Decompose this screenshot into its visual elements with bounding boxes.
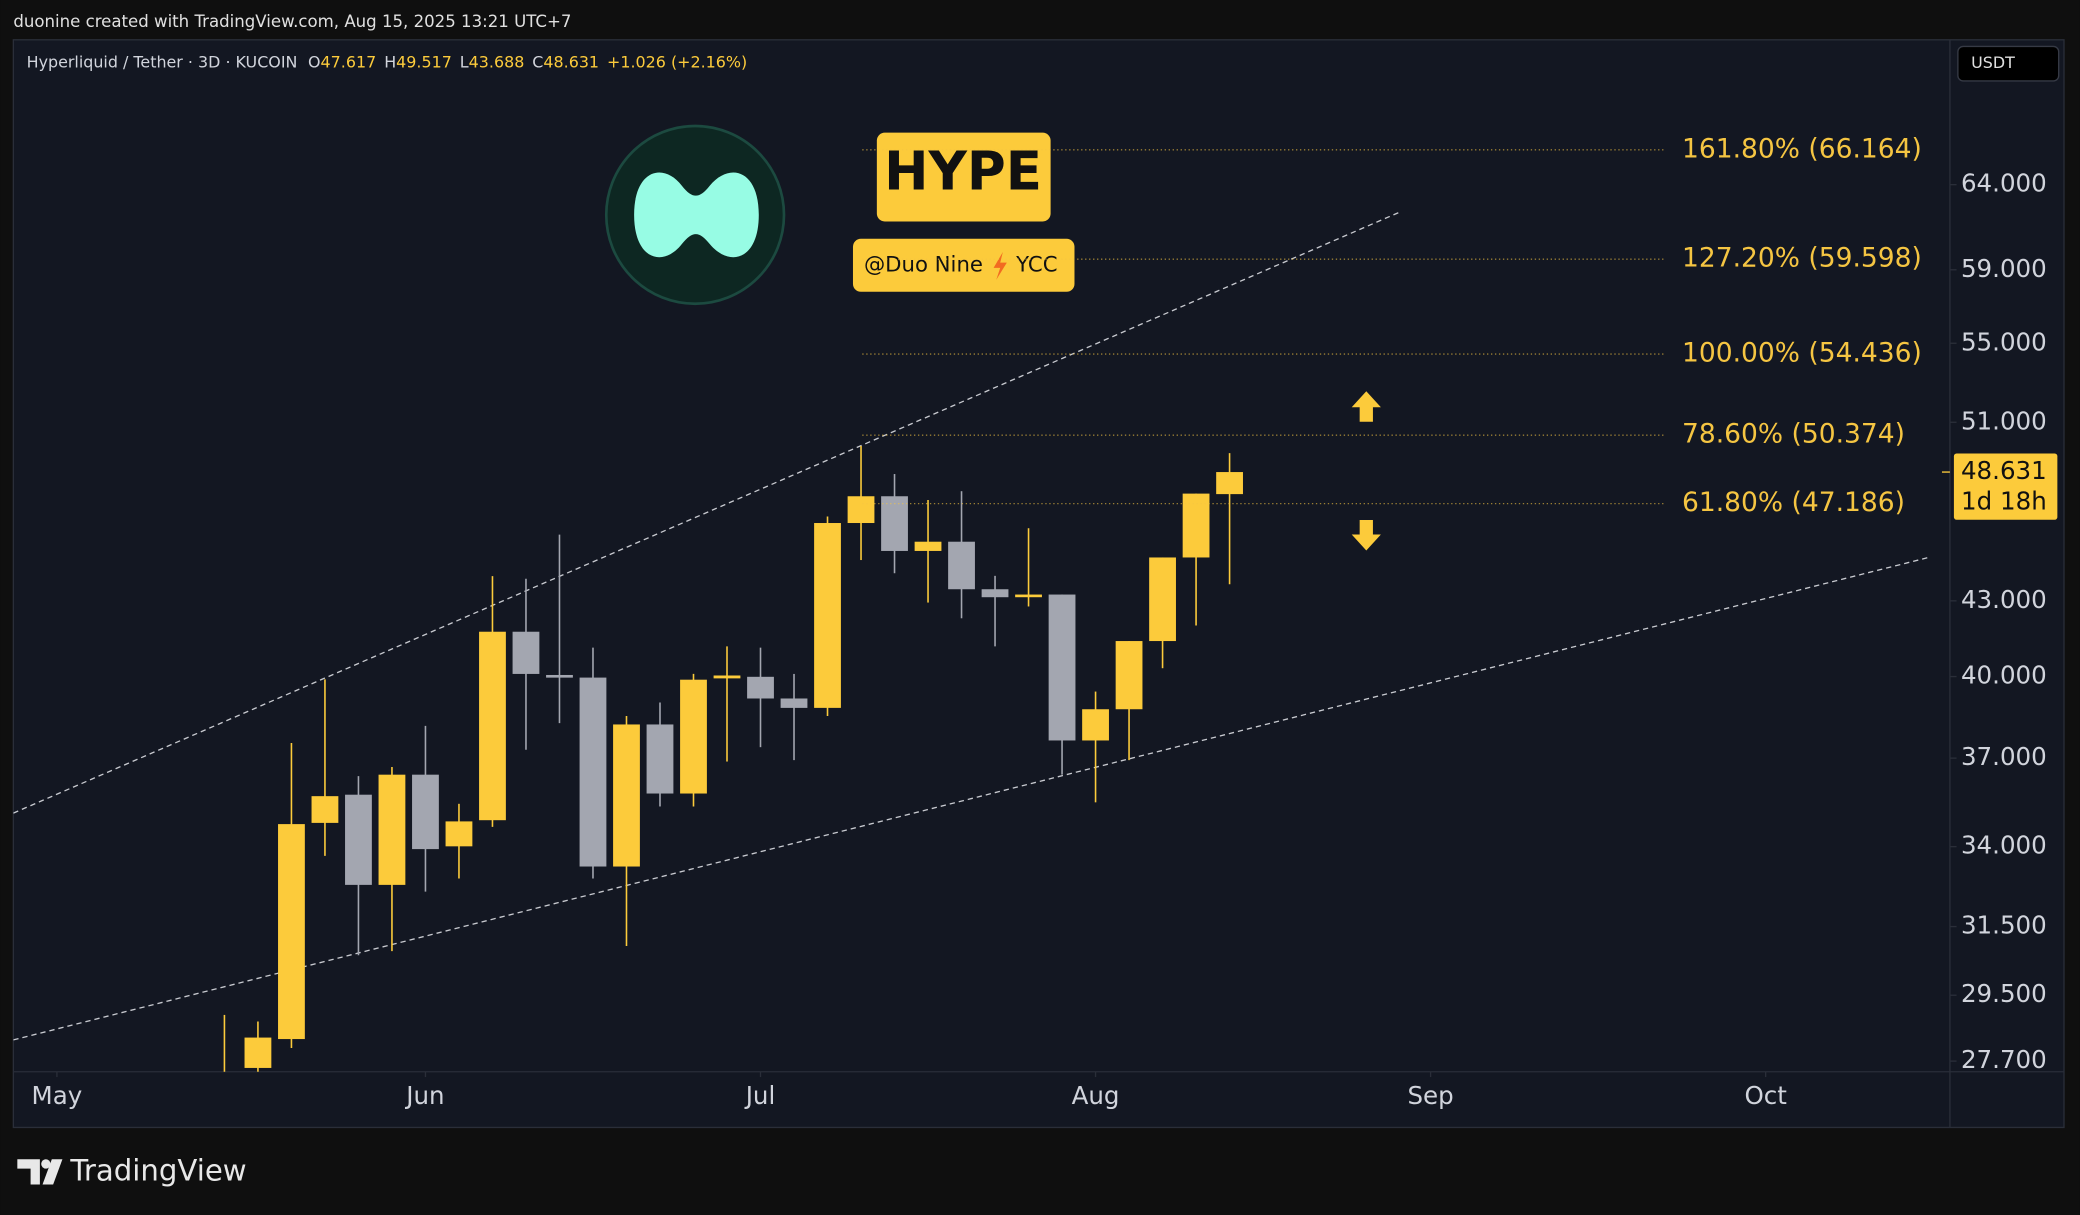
group-label: YCC <box>1015 252 1057 277</box>
footer-logo: TradingView <box>17 1154 247 1188</box>
candle-body <box>1216 472 1243 495</box>
tv-icon-v <box>42 1159 63 1185</box>
y-tick-label: 37.000 <box>1961 742 2047 771</box>
fib-label: 78.60% (50.374) <box>1682 419 1905 450</box>
x-tick-label: Jun <box>404 1081 444 1110</box>
y-tick-label: 64.000 <box>1961 169 2047 198</box>
candle-body <box>713 675 741 679</box>
candle-body <box>412 774 439 850</box>
x-tick-label: Oct <box>1744 1081 1787 1110</box>
currency-badge <box>1957 45 2060 82</box>
y-tick-label: 31.500 <box>1961 911 2047 940</box>
trend-lines <box>13 211 1931 1041</box>
x-tick-label: Sep <box>1407 1081 1453 1110</box>
candle-body <box>747 676 774 699</box>
logo-mark <box>634 172 759 258</box>
candle-body <box>512 631 540 674</box>
y-tick-label: 43.000 <box>1961 585 2047 614</box>
candle-body <box>1015 594 1042 598</box>
fib-label: 161.80% (66.164) <box>1682 133 1922 164</box>
price-label: 48.631 <box>1961 456 2047 485</box>
y-tick-label: 29.500 <box>1961 979 2047 1008</box>
y-tick-label: 40.000 <box>1961 661 2047 690</box>
candle-body <box>948 541 975 590</box>
fib-label: 100.00% (54.436) <box>1682 338 1922 369</box>
ohlc-value: 49.517 <box>396 52 452 71</box>
candle-body <box>881 496 908 551</box>
y-tick-label: 27.700 <box>1961 1045 2047 1074</box>
candle-body <box>244 1037 272 1068</box>
candle-body <box>646 724 674 794</box>
candle-body <box>311 796 339 823</box>
candle-body <box>1048 594 1076 741</box>
fib-label: 127.20% (59.598) <box>1682 243 1922 274</box>
up-arrow <box>1351 391 1381 422</box>
down-arrow <box>1351 519 1381 551</box>
y-tick-label: 34.000 <box>1961 831 2047 860</box>
price-badge <box>1953 453 2058 520</box>
candle-body <box>613 724 640 867</box>
symbol-title: Hyperliquid / Tether · 3D · KUCOIN <box>27 52 298 71</box>
ohlc-letter: L <box>460 52 469 71</box>
logo <box>604 124 786 306</box>
author-box <box>852 238 1075 292</box>
y-tick-label: 59.000 <box>1961 254 2047 283</box>
ticker-box <box>876 132 1051 222</box>
currency-label: USDT <box>1971 53 2015 72</box>
symbol-legend: Hyperliquid / Tether · 3D · KUCOIN O47.61… <box>27 52 748 71</box>
plot <box>223 445 1243 1072</box>
arrows <box>1351 391 1381 551</box>
y-tick-label: 51.000 <box>1961 406 2047 435</box>
candle-body <box>546 674 573 678</box>
author-label: @Duo Nine <box>864 252 983 277</box>
footer-brand: TradingView <box>69 1154 246 1188</box>
candle-body <box>445 821 473 847</box>
y-tick-label: 55.000 <box>1961 327 2047 356</box>
ohlc-letter: C <box>532 52 543 71</box>
candle-body <box>378 774 406 885</box>
x-tick-label: Aug <box>1072 1081 1120 1110</box>
countdown-label: 1d 18h <box>1961 487 2047 516</box>
candle-body <box>780 698 808 708</box>
upper-trend-line <box>13 211 1400 814</box>
candle-body <box>914 541 942 551</box>
tv-icon-t <box>17 1159 40 1185</box>
lower-trend-line <box>13 556 1931 1041</box>
ticker-label: HYPE <box>884 141 1042 203</box>
x-tick-label: Jul <box>744 1081 776 1110</box>
candle-body <box>1115 641 1143 710</box>
attribution: duonine created with TradingView.com, Au… <box>13 12 571 31</box>
x-tick-label: May <box>32 1081 83 1110</box>
ohlc-value: 48.631 <box>543 52 599 71</box>
ohlc-value: 43.688 <box>469 52 525 71</box>
candle-body <box>814 523 841 708</box>
fib-label: 61.80% (47.186) <box>1682 487 1905 518</box>
bolt-icon <box>993 252 1007 280</box>
candle-body <box>278 824 305 1040</box>
candle-body <box>579 677 607 867</box>
candle-body <box>1082 709 1109 741</box>
ohlc-letter: H <box>384 52 396 71</box>
candle-body <box>981 589 1009 598</box>
tv-icon-dot <box>41 1159 51 1169</box>
candle-body <box>847 496 875 524</box>
candle-body <box>680 679 707 794</box>
candle-body <box>1149 557 1176 642</box>
ohlc-value: 47.617 <box>321 52 377 71</box>
ohlc-letter: O <box>308 52 321 71</box>
candle-body <box>479 631 506 821</box>
candle-body <box>345 794 372 885</box>
change-value: +1.026 (+2.16%) <box>607 52 747 71</box>
